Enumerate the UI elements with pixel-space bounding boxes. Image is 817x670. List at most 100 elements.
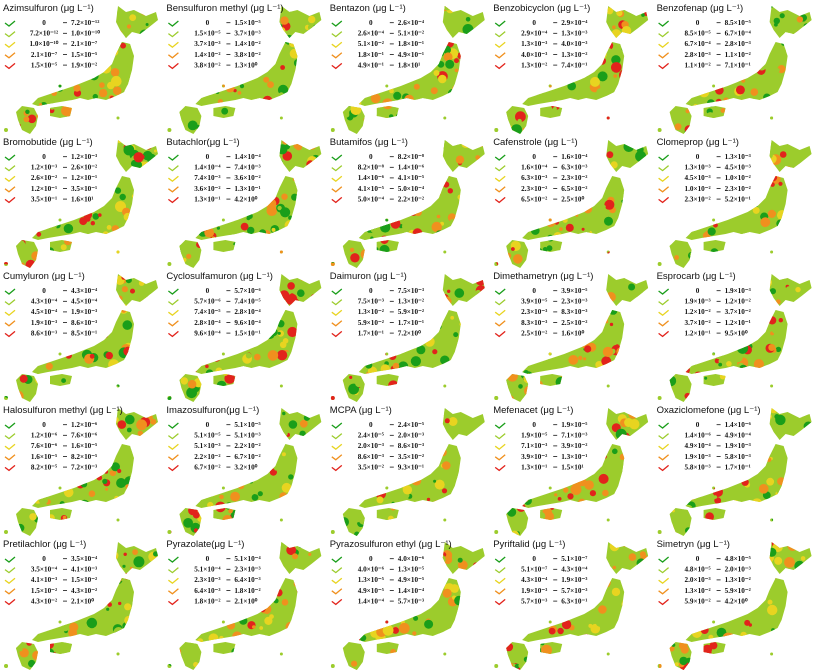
map-patch [791,247,800,256]
map-patch [624,418,634,427]
map-patch [205,364,209,369]
legend-swatch [168,588,179,595]
map-patch [541,346,552,357]
map-patch [797,441,802,447]
map-patch [639,227,648,236]
map-patch [124,658,129,663]
map-patch [750,553,757,559]
map-patch [470,124,475,130]
map-patch [167,76,177,86]
map-patch [459,322,464,327]
map-patch [412,228,423,239]
map-patch [56,84,64,92]
map-patch [268,411,277,421]
map-patch [495,362,505,372]
map-patch [548,389,556,396]
map-patch [70,96,79,105]
map-patch [516,503,526,512]
map-patch [108,106,120,118]
map-patch [380,364,390,374]
map-patch [675,593,685,603]
legend-from: 5.8×10⁻³ [684,463,710,471]
map-patch [627,629,631,634]
map-patch [540,75,551,87]
map-panel: Bentazon (μg L⁻¹)0 2.6×10⁻⁴2.6×10⁻⁴ 5.1×10… [330,3,485,134]
map-patch [763,93,771,102]
map-patch [479,586,484,592]
map-patch [757,393,764,400]
map-title: Imazosulfuron(μg L⁻¹) [166,405,259,416]
map-patch [26,211,31,216]
map-patch [628,283,636,291]
map-patch [348,148,359,159]
map-patch [232,256,237,260]
map-patch [296,335,305,344]
map-patch [232,216,238,221]
map-patch [621,169,625,173]
map-patch [702,644,713,655]
map-patch [288,420,298,429]
legend-swatch [331,20,343,27]
map-patch [167,495,172,501]
map-patch [270,179,278,187]
map-patch [100,384,109,394]
map-patch [208,551,217,561]
map-patch [218,251,224,258]
map-patch [627,169,634,175]
map-patch [413,275,419,281]
map-patch [274,427,280,433]
map-patch [506,94,515,102]
map-patch [81,532,89,536]
legend-from: 6.5×10⁻² [521,195,547,203]
map-patch [750,235,756,241]
map-patch [59,55,70,65]
map-patch [313,542,319,544]
map-patch [271,227,276,232]
map-patch [672,486,678,492]
map-patch [804,346,809,351]
map-patch [513,254,523,264]
legend-to: 7.6×10⁻⁶ [71,432,98,440]
map-patch [601,113,611,123]
map-patch [719,373,726,380]
map-patch [729,645,734,650]
map-patch [20,439,29,447]
legend-to: 5.7×10⁻⁶ [234,287,261,295]
map-patch [763,309,769,314]
map-patch [293,580,300,587]
map-patch [624,408,628,412]
map-patch [148,577,158,588]
map-patch [345,97,355,107]
map-patch [659,476,667,484]
map-panel: Dimethametryn (μg L⁻¹)0 3.9×10⁻⁵3.9×10⁻⁵ 2… [493,271,649,402]
map-patch [679,416,686,423]
map-patch [140,177,149,187]
map-patch [607,390,616,398]
map-patch [669,165,677,172]
map-patch [195,124,201,130]
map-patch [23,116,30,123]
map-patch [102,231,110,239]
map-patch [307,117,313,123]
legend-from: 7.5×10⁻³ [358,298,384,306]
map-patch [671,320,682,331]
map-patch [59,649,68,658]
map-patch [395,256,402,264]
map-patch [604,216,613,226]
legend-swatch [168,299,179,306]
map-patch [629,596,639,606]
map-patch [786,509,791,513]
map-patch [224,373,235,384]
map-patch [634,140,640,143]
map-title: Azimsulfuron (μg L⁻¹) [3,3,94,14]
map-patch [476,638,483,645]
map-patch [462,86,470,94]
legend-from: 2.4×10⁻⁵ [358,432,384,440]
map-patch [45,606,50,611]
map-patch [628,508,636,516]
map-patch [367,113,379,124]
map-patch [621,199,625,203]
map-patch [661,533,665,536]
map-patch [167,383,176,394]
map-patch [598,183,602,187]
